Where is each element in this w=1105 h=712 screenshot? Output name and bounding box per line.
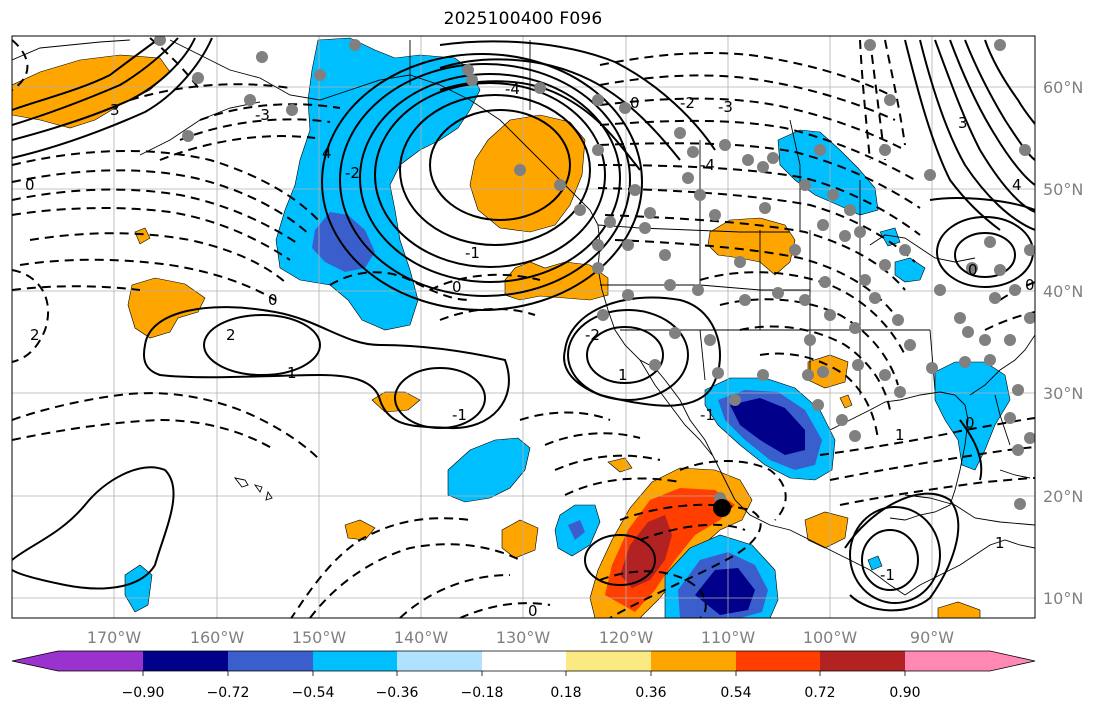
station-markers: [154, 36, 1035, 510]
contour-label: 4: [322, 144, 332, 162]
lon-tick-label: 120°W: [599, 628, 654, 647]
anomaly-shading: [12, 37, 1011, 618]
contour-label: -4: [505, 80, 520, 98]
colorbar-segment: [397, 651, 482, 671]
contour-label: 2: [226, 326, 236, 344]
colorbar-segment: [651, 651, 736, 671]
colorbar-tick-label: −0.72: [207, 685, 250, 701]
dashed-contours: [12, 37, 1035, 618]
positive-anomaly-small-5: [501, 519, 539, 559]
plot-frame: [11, 35, 1036, 619]
negative-anomaly-great-lakes: [777, 129, 879, 216]
colorbar-segment: [313, 651, 397, 671]
storm-center-marker: [713, 499, 731, 517]
contour-label: -2: [345, 164, 360, 182]
contour-labels: 0 2 1 -1 0 -4 -2 -3 4 3 0 -1 2 -2 1 -4 0…: [25, 80, 1035, 620]
negative-anomaly-gulf-alaska-core: [312, 212, 375, 272]
contour-label: -1: [465, 244, 480, 262]
colorbar-segment: [482, 651, 566, 671]
lon-tick-label: 110°W: [701, 628, 756, 647]
colorbar-segment: [58, 651, 143, 671]
colorbar-tick-label: 0.72: [804, 685, 835, 701]
contour-label: 1: [618, 366, 628, 384]
negative-anomaly-small-east-2: [879, 227, 901, 247]
contour-label: -3: [255, 106, 270, 124]
positive-anomaly-small-11: [937, 601, 981, 618]
contour-label: 4: [1012, 176, 1022, 194]
lat-tick-label: 50°N: [1043, 180, 1083, 199]
contour-label: -4: [700, 156, 715, 174]
contour-label: -1: [700, 406, 715, 424]
contour-label: 0: [1025, 276, 1035, 294]
latitude-labels: 60°N 50°N 40°N 30°N 20°N 10°N: [1043, 78, 1083, 608]
longitude-labels: 170°W 160°W 150°W 140°W 130°W 120°W 110°…: [87, 628, 954, 647]
lon-tick-label: 160°W: [190, 628, 245, 647]
colorbar-segment: [736, 651, 820, 671]
positive-anomaly-central-pacific: [127, 277, 206, 339]
contour-label: 0: [528, 602, 538, 620]
graticule: [12, 36, 1035, 618]
lon-tick-label: 130°W: [496, 628, 551, 647]
contour-label: 0: [965, 414, 975, 432]
negative-anomaly-small-east: [894, 257, 926, 283]
lon-tick-label: 100°W: [803, 628, 858, 647]
contour-label: 3: [110, 101, 120, 119]
contour-label: 0: [268, 291, 278, 309]
lon-tick-label: 150°W: [292, 628, 347, 647]
positive-anomaly-small-4: [839, 394, 853, 409]
lat-tick-label: 10°N: [1043, 589, 1083, 608]
colorbar-tick-label: −0.54: [292, 685, 335, 701]
contour-label: 0: [452, 278, 462, 296]
contour-label: -1: [452, 406, 467, 424]
contour-label: -2: [585, 326, 600, 344]
colorbar-tick-label: 0.90: [889, 685, 920, 701]
contour-label: 2: [30, 326, 40, 344]
contour-label: 0: [968, 261, 978, 279]
colorbar-tick-label: −0.90: [122, 685, 165, 701]
negative-anomaly-nw-mexico-core: [730, 398, 805, 455]
lon-tick-label: 90°W: [910, 628, 954, 647]
contour-label: -3: [718, 98, 733, 116]
contour-label: 1: [995, 534, 1005, 552]
colorbar-tick-label: −0.36: [376, 685, 419, 701]
colorbar-extend-left: [12, 651, 58, 671]
plot-title: 2025100400 F096: [443, 9, 603, 29]
colorbar-segment: [228, 651, 313, 671]
positive-anomaly-small-6: [344, 519, 376, 541]
lat-tick-label: 60°N: [1043, 78, 1083, 97]
colorbar-tick-label: 0.18: [550, 685, 581, 701]
contour-label: 0: [630, 94, 640, 112]
colorbar-segment: [905, 651, 990, 671]
contour-label: 1: [287, 364, 297, 382]
negative-anomaly-east-pacific-2-core: [568, 520, 585, 540]
negative-anomaly-small-10: [867, 555, 883, 571]
colorbar-tick-label: −0.18: [461, 685, 504, 701]
contour-label: 1: [895, 426, 905, 444]
colorbar-tick-label: 0.36: [635, 685, 666, 701]
positive-anomaly-small-7: [804, 511, 849, 549]
lat-tick-label: 30°N: [1043, 384, 1083, 403]
lon-tick-label: 140°W: [394, 628, 449, 647]
contour-label: 3: [958, 114, 968, 132]
colorbar-extend-right: [990, 651, 1035, 671]
colorbar-segment: [143, 651, 228, 671]
negative-anomaly-east-pacific-1: [447, 437, 531, 503]
lat-tick-label: 20°N: [1043, 487, 1083, 506]
colorbar-tick-label: 0.54: [720, 685, 751, 701]
coastlines: [12, 39, 1035, 596]
contour-label: 0: [25, 176, 35, 194]
lat-tick-label: 40°N: [1043, 282, 1083, 301]
colorbar-segment: [820, 651, 905, 671]
contour-label: -2: [680, 94, 695, 112]
positive-anomaly-bering: [12, 54, 171, 129]
negative-anomaly-south-1-core: [695, 568, 755, 615]
colorbar: −0.90 −0.72 −0.54 −0.36 −0.18 0.18 0.36 …: [11, 650, 1036, 701]
positive-anomaly-small-1: [134, 227, 151, 245]
contour-label: -1: [880, 566, 895, 584]
solid-contours: [12, 37, 1035, 612]
colorbar-segment: [566, 651, 651, 671]
lon-tick-label: 170°W: [87, 628, 142, 647]
